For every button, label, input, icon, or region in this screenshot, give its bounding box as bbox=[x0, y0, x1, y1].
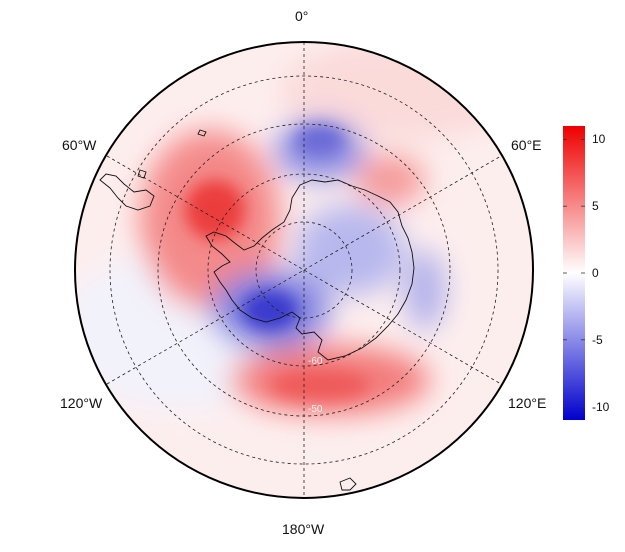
colorbar-ticks bbox=[563, 138, 585, 408]
longitude-label-120e: 120°E bbox=[508, 395, 547, 411]
latitude-label: -60 bbox=[308, 356, 323, 367]
colorbar bbox=[563, 126, 585, 420]
longitude-label-60e: 60°E bbox=[511, 137, 542, 153]
map-boundary bbox=[74, 41, 534, 499]
graticule bbox=[106, 42, 502, 498]
latitude-label: -40 bbox=[308, 452, 323, 463]
coastlines bbox=[99, 129, 415, 491]
antarctica-coastline bbox=[205, 179, 415, 361]
longitude-label-60w: 60°W bbox=[62, 137, 97, 153]
longitude-label-0: 0° bbox=[295, 8, 309, 24]
south-america-tip bbox=[99, 173, 155, 211]
island bbox=[137, 169, 147, 179]
colorbar-tick-label: 0 bbox=[592, 266, 599, 280]
meridian-120 bbox=[106, 155, 502, 385]
colorbar-tick-label: -5 bbox=[592, 332, 603, 347]
colorbar-gradient bbox=[563, 126, 585, 420]
island bbox=[339, 477, 357, 491]
island bbox=[197, 129, 207, 137]
latitude-label: -50 bbox=[308, 404, 323, 415]
longitude-label-180: 180°W bbox=[282, 521, 325, 537]
longitude-label-120w: 120°W bbox=[60, 395, 103, 411]
anomaly-field bbox=[75, 42, 533, 498]
colorbar-tick-label: 10 bbox=[592, 132, 606, 147]
meridian-60 bbox=[106, 155, 502, 385]
latitude-circle bbox=[109, 75, 499, 465]
colorbar-tick-label: -10 bbox=[592, 399, 610, 414]
colorbar-tick-label: 5 bbox=[592, 199, 599, 214]
latitude-circle bbox=[255, 221, 353, 319]
